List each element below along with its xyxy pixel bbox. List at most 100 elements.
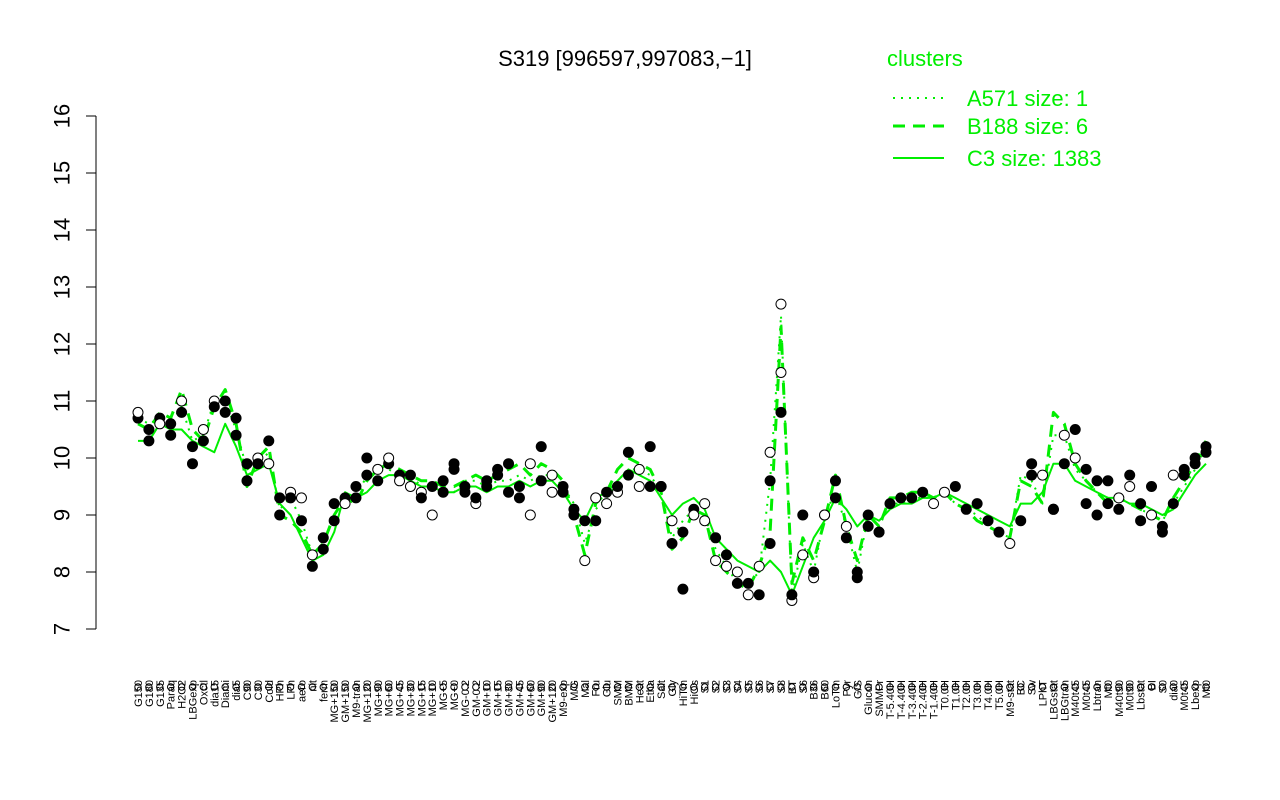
x-tick-marker [886, 683, 894, 691]
data-point [535, 441, 547, 453]
x-tick-marker [199, 683, 208, 691]
data-point [1026, 458, 1038, 470]
data-point [1080, 498, 1092, 510]
x-tick-label: SMMPr [874, 680, 886, 717]
x-tick-marker [722, 683, 731, 691]
series-line-solid [138, 422, 1207, 596]
legend-title: clusters [887, 46, 963, 71]
x-tick-label: dia15 [209, 680, 221, 707]
data-point [720, 560, 732, 572]
x-tick-label: T-1.40H [929, 680, 941, 719]
x-tick-label: ferm [318, 680, 330, 702]
x-tick-label: S4 [732, 680, 744, 693]
data-point [819, 509, 831, 521]
x-tick-marker [918, 683, 927, 691]
data-point [731, 566, 743, 578]
y-tick-label: 16 [50, 104, 75, 128]
x-tick-label: S8 [776, 680, 788, 693]
x-tick-label: Mt0 [1103, 680, 1115, 698]
x-tick-label: MG+150 [329, 680, 341, 723]
y-tick-label: 10 [50, 446, 75, 470]
x-tick-label: M0t45 [1179, 680, 1191, 711]
x-tick-marker [700, 683, 709, 691]
data-point [176, 406, 188, 418]
x-tick-marker [613, 683, 622, 691]
x-tick-marker [711, 683, 720, 691]
data-point [328, 498, 340, 510]
x-tick-label: GM+15 [493, 680, 505, 716]
data-point [840, 520, 852, 532]
x-tick-marker [352, 683, 360, 691]
x-tick-label: S7 [765, 680, 777, 693]
data-point [1102, 475, 1114, 487]
data-point [895, 492, 907, 504]
x-tick-marker [602, 683, 611, 691]
data-point [1058, 429, 1070, 441]
x-tick-marker [733, 683, 742, 691]
data-point [513, 481, 525, 492]
data-point [797, 549, 809, 561]
data-point [1146, 481, 1158, 492]
data-point [1091, 475, 1103, 487]
data-point [546, 486, 558, 498]
x-tick-marker [428, 683, 436, 691]
y-tick-label: 15 [50, 161, 75, 185]
data-point [764, 446, 776, 458]
data-point [938, 486, 950, 498]
data-point [753, 589, 765, 601]
x-tick-label: MG+45 [395, 680, 407, 716]
x-tick-marker [570, 683, 578, 691]
x-tick-marker [951, 683, 960, 691]
data-point [143, 424, 155, 435]
data-point [720, 549, 732, 561]
x-tick-marker [940, 683, 949, 691]
data-point [731, 577, 743, 589]
x-tick-marker [319, 683, 327, 691]
x-tick-marker [592, 683, 600, 691]
x-tick-marker [504, 683, 513, 691]
x-tick-marker [908, 683, 916, 691]
data-point [143, 435, 155, 447]
x-tick-label: H2O2 [177, 680, 189, 709]
data-point [917, 486, 929, 498]
x-tick-marker [526, 683, 535, 691]
data-point [797, 509, 809, 521]
x-tick-marker [210, 683, 218, 691]
data-point [165, 429, 177, 441]
data-point [644, 481, 656, 492]
data-point [884, 498, 896, 510]
data-point [1178, 469, 1190, 481]
x-tick-marker [395, 683, 404, 691]
x-tick-marker [1180, 683, 1188, 691]
data-point [132, 406, 144, 418]
data-point [753, 560, 765, 572]
x-tick-label: T-2.40H [918, 680, 930, 719]
x-tick-label: Heat [634, 680, 646, 703]
y-tick-label: 7 [50, 623, 75, 635]
data-point [655, 481, 667, 492]
x-tick-marker [1191, 683, 1199, 691]
data-point [535, 475, 547, 487]
x-axis-labels: G150G180G135ParaqH2O2LBGexpOxctldia15Dia… [133, 679, 1213, 722]
x-tick-marker [853, 683, 861, 691]
x-tick-label: BT [787, 680, 799, 694]
data-point [404, 469, 416, 481]
data-point [1004, 538, 1016, 549]
x-tick-marker [363, 683, 371, 691]
x-tick-marker [537, 683, 545, 691]
x-tick-label: LBGstat [1048, 680, 1060, 720]
x-tick-marker [1202, 683, 1210, 691]
data-point [579, 515, 591, 527]
data-point [829, 492, 841, 504]
x-tick-marker [134, 683, 142, 691]
data-point [1037, 469, 1049, 481]
x-tick-marker [1071, 683, 1079, 691]
data-point [437, 486, 449, 498]
x-tick-label: LPhT [1038, 680, 1050, 707]
data-point [470, 492, 482, 504]
data-point [612, 481, 624, 492]
x-tick-label: G180 [144, 680, 156, 707]
x-tick-label: HPh [275, 680, 287, 701]
x-tick-marker [450, 683, 458, 691]
y-tick-label: 12 [50, 332, 75, 356]
